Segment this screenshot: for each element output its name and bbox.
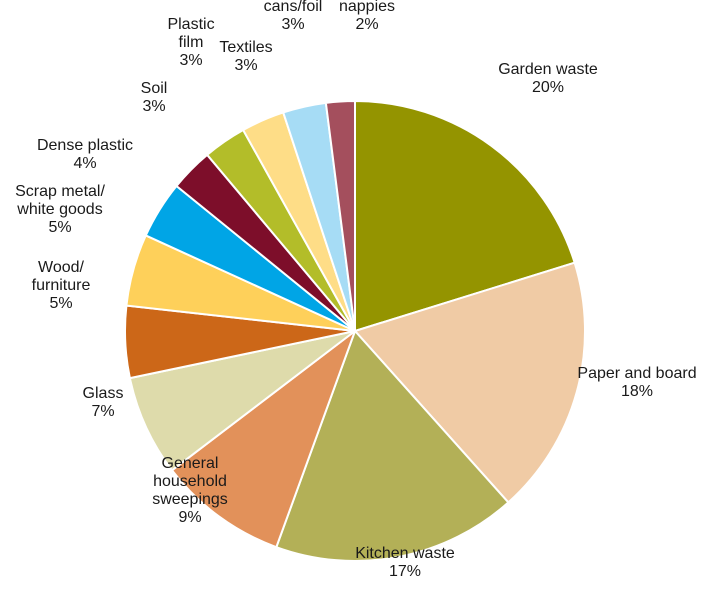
pie-label-soil: Soil 3% — [141, 80, 168, 115]
pie-label-kitchen-waste: Kitchen waste 17% — [355, 545, 455, 580]
pie-label-wood-furniture: Wood/furniture 5% — [32, 259, 91, 312]
pie-value-label: 9% — [178, 509, 201, 526]
pie-label-textiles: Textiles 3% — [219, 39, 272, 74]
pie-category-label: Paper and board — [577, 365, 696, 382]
pie-value-label: 3% — [142, 98, 165, 115]
pie-category-label: Soil — [141, 80, 168, 97]
pie-category-label: Glass — [83, 385, 124, 402]
pie-category-label: cans/foil — [264, 0, 323, 15]
pie-label-scrap-metal-white-goods: Scrap metal/white goods 5% — [15, 183, 105, 236]
pie-category-label: household — [153, 473, 227, 490]
pie-value-label: 18% — [621, 383, 653, 400]
pie-value-label: 3% — [281, 16, 304, 33]
pie-label-dense-plastic: Dense plastic 4% — [37, 137, 133, 172]
pie-label-plastic-film: Plastic film 3% — [167, 16, 214, 69]
pie-value-label: 2% — [355, 16, 378, 33]
pie-value-label: 4% — [73, 155, 96, 172]
pie-label-disposable-nappies: Disposablenappies2% — [327, 0, 406, 33]
pie-category-label: film — [179, 34, 204, 51]
pie-category-label: Textiles — [219, 39, 272, 56]
pie-label-garden-waste: Garden waste 20% — [498, 61, 598, 96]
pie-category-label: sweepings — [152, 491, 228, 508]
pie-category-label: Scrap metal/ — [15, 183, 105, 200]
pie-value-label: 17% — [389, 563, 421, 580]
pie-category-label: white goods — [16, 201, 102, 218]
pie-category-label: General — [162, 455, 219, 472]
pie-category-label: Garden waste — [498, 61, 598, 78]
pie-category-label: Kitchen waste — [355, 545, 455, 562]
pie-value-label: 20% — [532, 79, 564, 96]
pie-label-glass: Glass 7% — [83, 385, 124, 420]
pie-category-label: Dense plastic — [37, 137, 133, 154]
pie-value-label: 5% — [49, 295, 72, 312]
pie-value-label: 7% — [91, 403, 114, 420]
pie-label-paper-and-board: Paper and board 18% — [577, 365, 696, 400]
pie-value-label: 3% — [234, 57, 257, 74]
pie-category-label: furniture — [32, 277, 91, 294]
pie-category-label: nappies — [339, 0, 395, 15]
pie-value-label: 5% — [48, 219, 71, 236]
pie-value-label: 3% — [179, 52, 202, 69]
pie-category-label: Plastic — [167, 16, 214, 33]
pie-category-label: Wood/ — [38, 259, 85, 276]
